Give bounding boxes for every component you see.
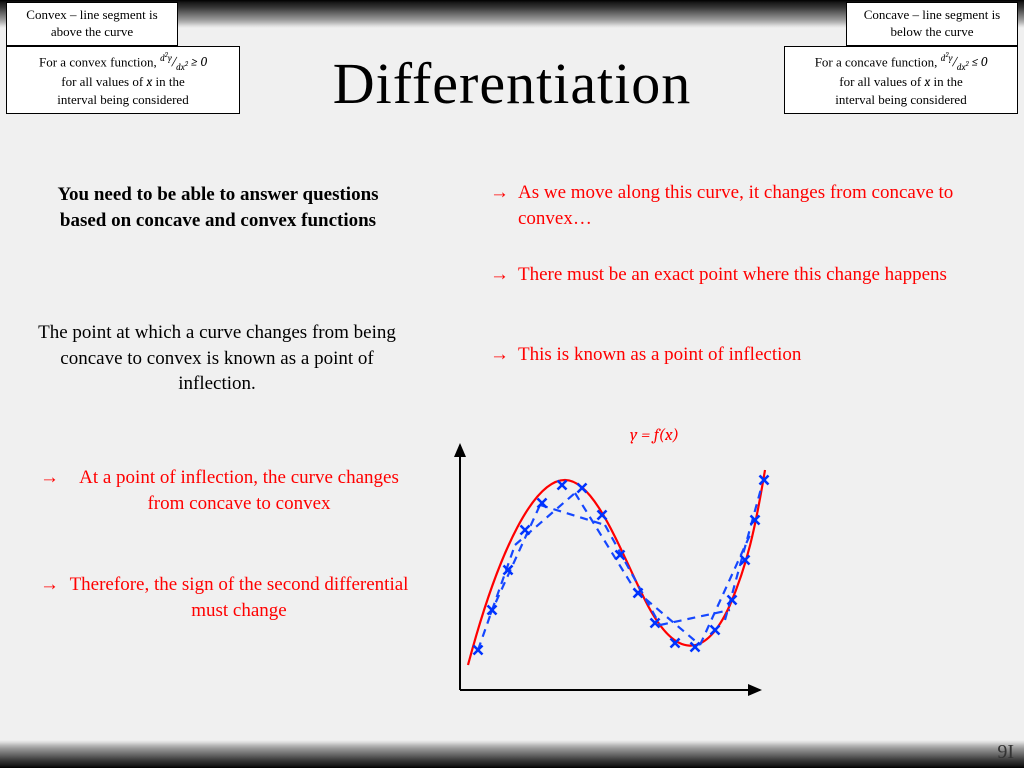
bullet-right-2-text: There must be an exact point where this … bbox=[490, 262, 970, 288]
convex-definition-box: Convex – line segment is above the curve bbox=[6, 2, 178, 46]
arrow-icon: → bbox=[40, 465, 59, 491]
intro-heading: You need to be able to answer questions … bbox=[38, 182, 398, 233]
inflection-definition: The point at which a curve changes from … bbox=[32, 320, 402, 397]
bullet-left-1: → At a point of inflection, the curve ch… bbox=[40, 465, 410, 516]
chart-svg bbox=[400, 425, 820, 725]
arrow-icon: → bbox=[490, 342, 509, 368]
bullet-left-2: → Therefore, the sign of the second diff… bbox=[40, 572, 410, 623]
arrow-icon: → bbox=[490, 180, 509, 206]
inflection-chart bbox=[400, 425, 820, 725]
bullet-right-3-text: This is known as a point of inflection bbox=[490, 342, 970, 368]
bullet-left-1-text: At a point of inflection, the curve chan… bbox=[40, 465, 410, 516]
bullet-right-1-text: As we move along this curve, it changes … bbox=[490, 180, 970, 231]
bullet-right-2: → There must be an exact point where thi… bbox=[490, 262, 970, 288]
arrow-icon: → bbox=[40, 572, 59, 598]
bottom-gradient-bar bbox=[0, 740, 1024, 768]
chart-function-label: y = f(x) bbox=[630, 426, 679, 445]
bullet-right-1: → As we move along this curve, it change… bbox=[490, 180, 970, 231]
concave-definition-box: Concave – line segment is below the curv… bbox=[846, 2, 1018, 46]
page-number: 9I bbox=[997, 741, 1014, 764]
bullet-left-2-text: Therefore, the sign of the second differ… bbox=[40, 572, 410, 623]
page-title: Differentiation bbox=[0, 50, 1024, 117]
bullet-right-3: → This is known as a point of inflection bbox=[490, 342, 970, 368]
arrow-icon: → bbox=[490, 262, 509, 288]
